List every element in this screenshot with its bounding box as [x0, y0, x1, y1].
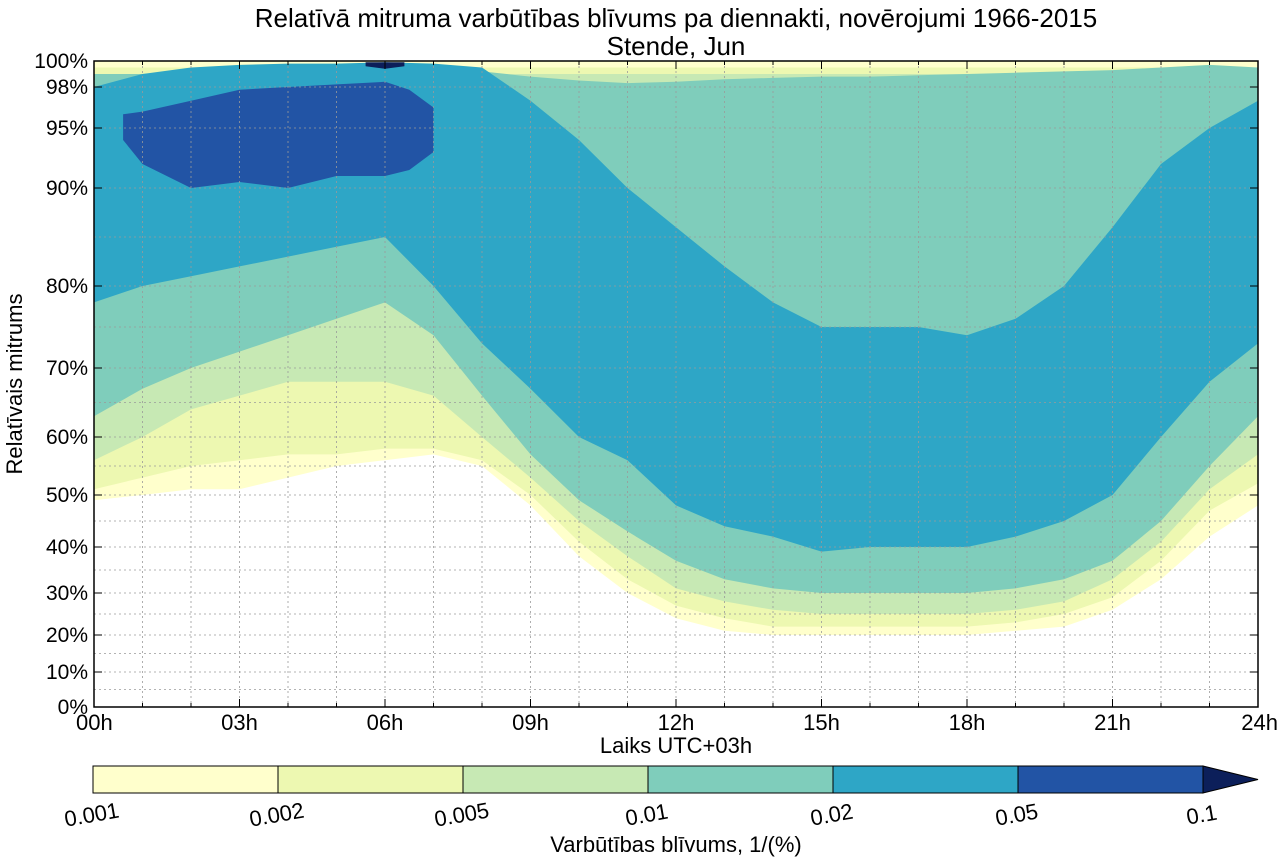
- x-axis-label: Laiks UTC+03h: [600, 733, 752, 758]
- x-tick-label: 12h: [658, 710, 695, 735]
- colorbar-tick-label: 0.005: [432, 798, 491, 832]
- y-tick-label: 10%: [46, 661, 88, 684]
- y-tick-label: 98%: [46, 76, 88, 99]
- colorbar-segment: [277, 765, 464, 794]
- y-tick-label: 60%: [46, 426, 88, 449]
- y-tick-label: 70%: [46, 357, 88, 380]
- colorbar-segment: [462, 765, 649, 794]
- colorbar-segment: [832, 765, 1019, 794]
- x-tick-label: 15h: [803, 710, 840, 735]
- y-tick-label: 50%: [46, 484, 88, 507]
- y-tick-label: 80%: [46, 275, 88, 298]
- y-tick-label: 0%: [58, 696, 88, 719]
- colorbar-tick-label: 0.001: [62, 798, 121, 832]
- colorbar-segment: [1017, 765, 1204, 794]
- y-tick-label: 95%: [46, 117, 88, 140]
- colorbar-tick-labels: 0.001 0.002 0.005 0.01 0.02 0.05 0.1: [62, 798, 1219, 832]
- x-tick-label: 09h: [512, 710, 549, 735]
- grid-lines: [94, 61, 1258, 707]
- colorbar-tick-label: 0.05: [993, 799, 1040, 831]
- x-tick-label: 00h: [76, 710, 113, 735]
- x-tick-label: 24h: [1241, 710, 1278, 735]
- colorbar-tick-label: 0.02: [808, 799, 855, 831]
- y-tick-label: 40%: [46, 536, 88, 559]
- y-axis-tick-labels: 0% 10% 20% 30% 40% 50% 60% 70% 80% 90% 95% 98% 100%: [34, 50, 88, 719]
- plot-area: [93, 60, 1259, 708]
- contour-band-0-05: [123, 81, 434, 188]
- colorbar-extend-arrow: [1202, 765, 1259, 794]
- colorbar-tick-label: 0.002: [247, 798, 306, 832]
- colorbar-tick-label: 0.1: [1184, 800, 1218, 830]
- y-tick-label: 30%: [46, 582, 88, 605]
- y-tick-label: 100%: [34, 50, 88, 73]
- y-tick-label: 90%: [46, 177, 88, 200]
- y-tick-label: 20%: [46, 624, 88, 647]
- y-axis-label: Relatīvais mitrums: [2, 294, 27, 475]
- colorbar-label: Varbūtības blīvums, 1/(%): [550, 832, 801, 857]
- colorbar: [92, 765, 1259, 794]
- colorbar-tick-label: 0.01: [623, 799, 670, 831]
- axis-ticks: [93, 60, 1259, 708]
- x-tick-label: 18h: [949, 710, 986, 735]
- chart-subtitle: Stende, Jun: [607, 31, 746, 61]
- x-axis-tick-labels: 00h 03h 06h 09h 12h 15h 18h 21h 24h: [76, 710, 1278, 735]
- colorbar-segment: [92, 765, 279, 794]
- x-tick-label: 21h: [1094, 710, 1131, 735]
- x-tick-label: 03h: [221, 710, 258, 735]
- x-tick-label: 06h: [367, 710, 404, 735]
- colorbar-segment: [647, 765, 834, 794]
- chart-title: Relatīvā mitruma varbūtības blīvums pa d…: [255, 3, 1098, 33]
